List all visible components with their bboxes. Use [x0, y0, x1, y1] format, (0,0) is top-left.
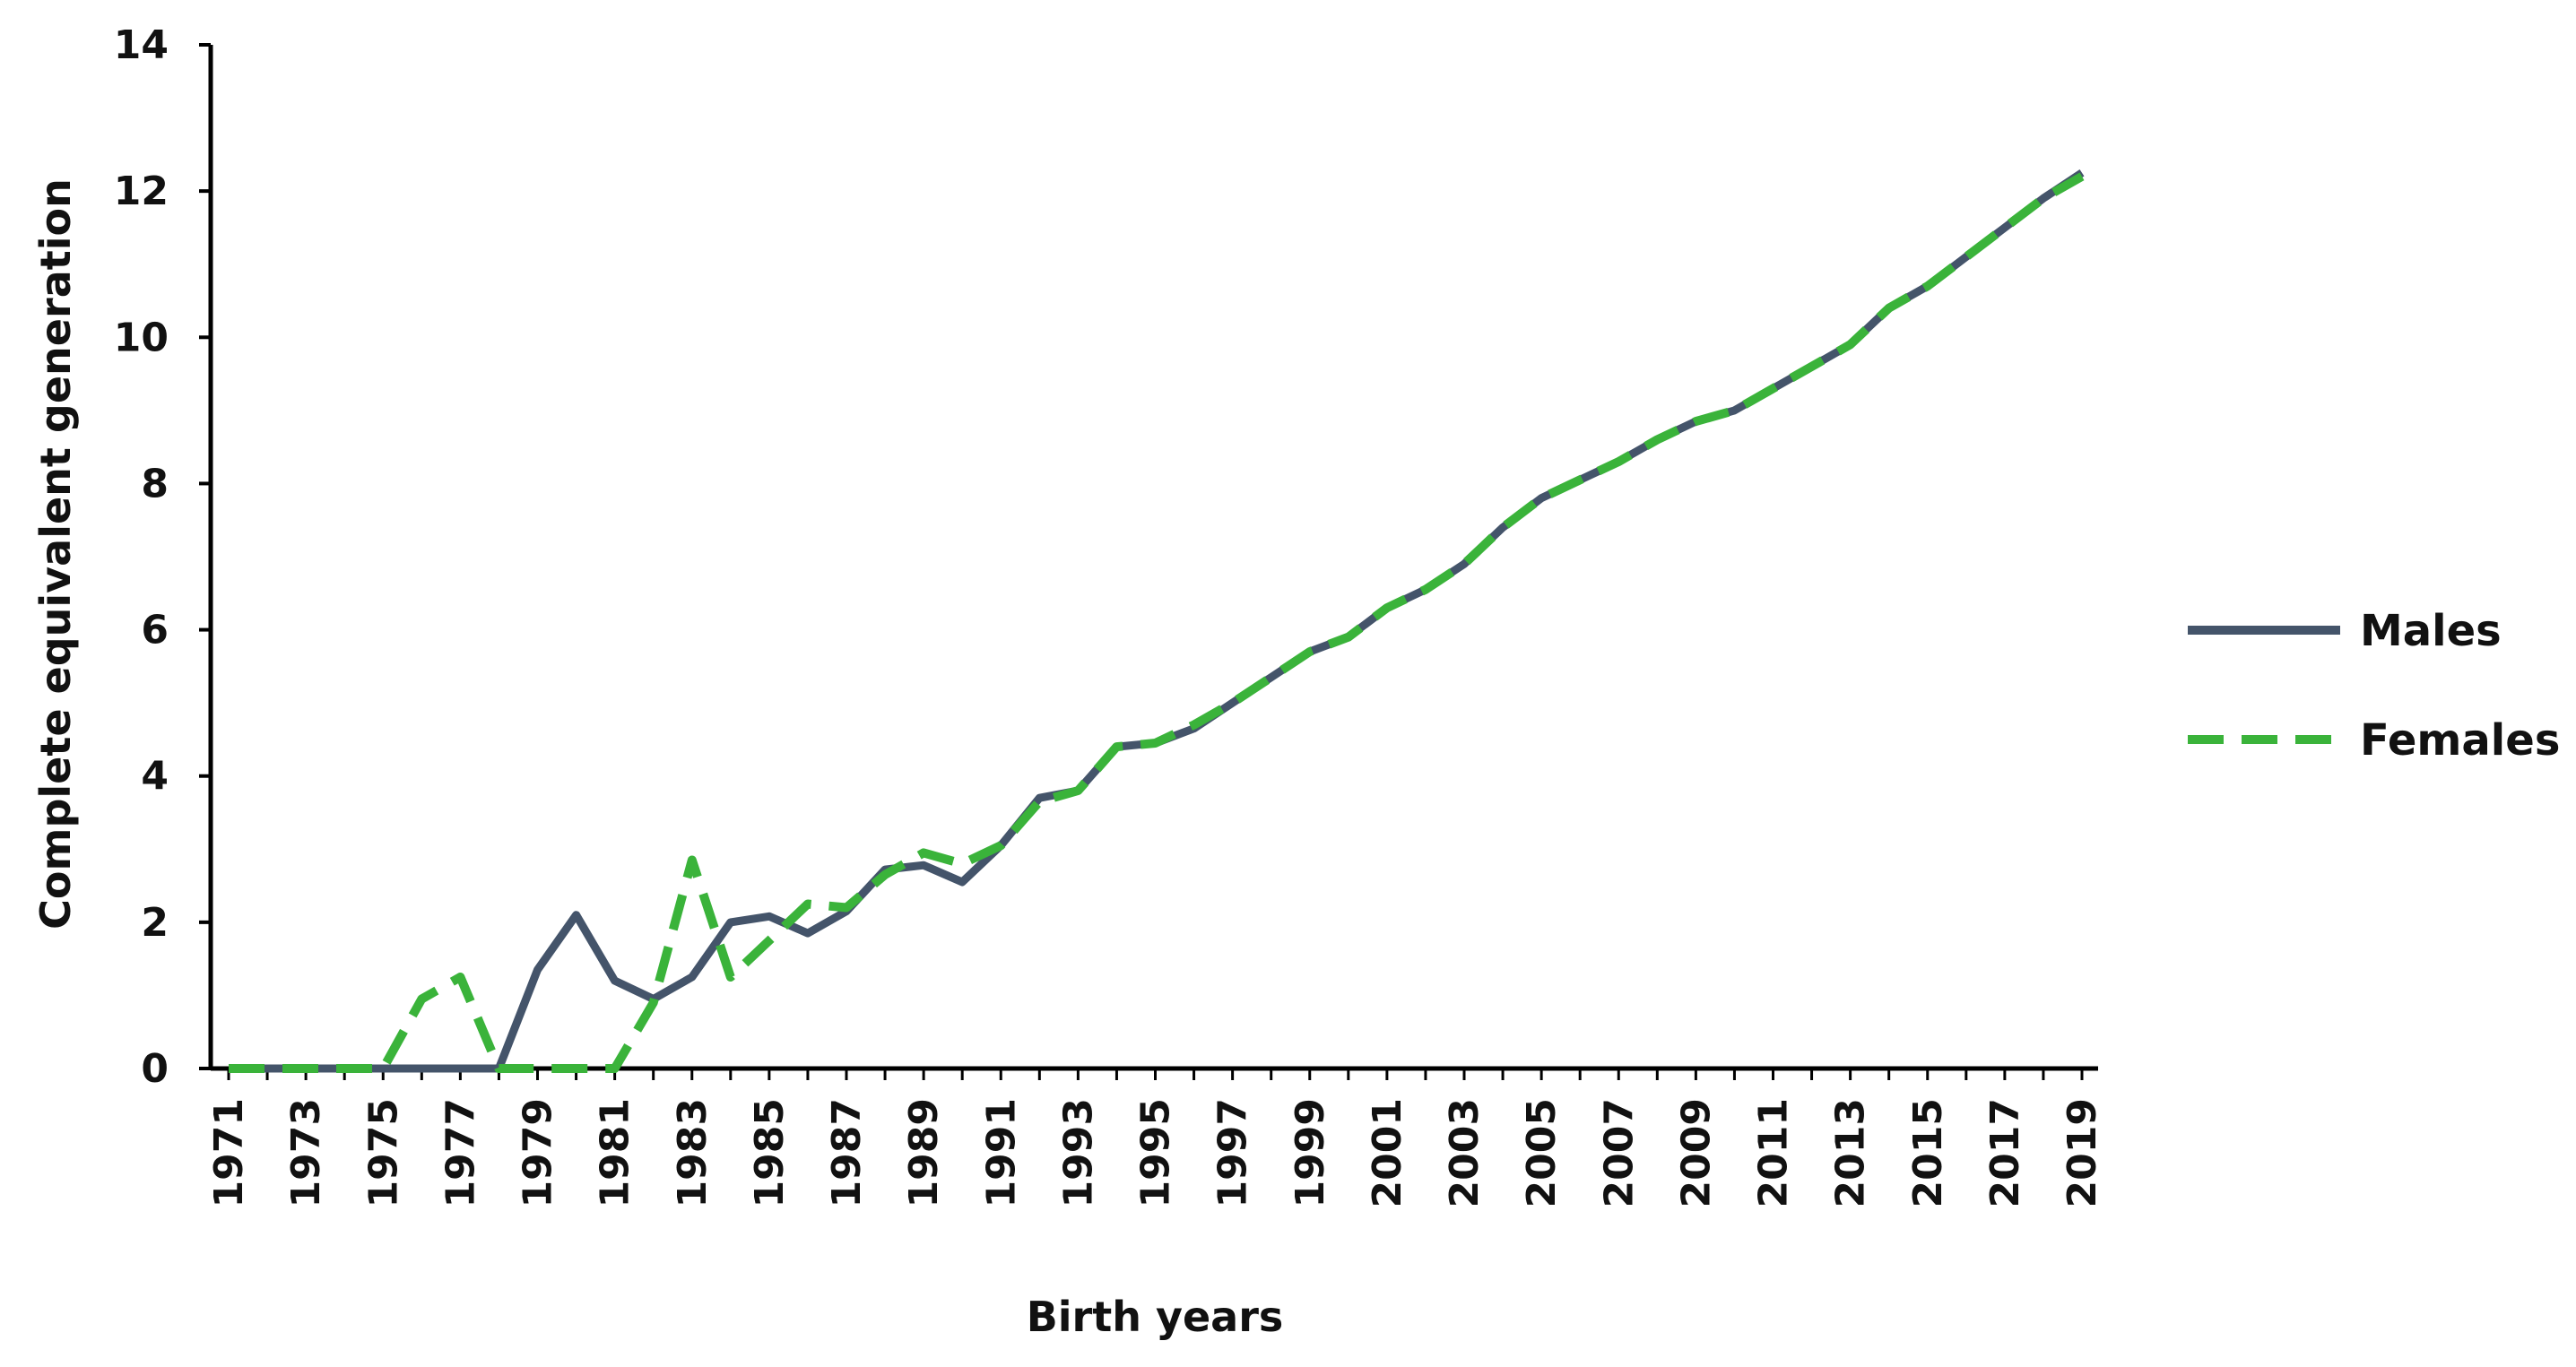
x-tick-label: 1989	[901, 1098, 947, 1207]
x-tick-label: 1987	[824, 1098, 870, 1207]
x-tick-label: 1981	[593, 1098, 638, 1207]
legend-label-females: Females	[2360, 715, 2560, 766]
x-tick-label: 1971	[206, 1098, 252, 1207]
x-tick-label: 1995	[1133, 1098, 1179, 1207]
y-tick-label: 4	[141, 754, 169, 800]
x-tick-label: 1985	[747, 1098, 793, 1207]
x-tick-label: 2017	[1982, 1098, 2028, 1207]
x-tick-label: 1983	[670, 1098, 716, 1207]
y-tick-label: 2	[141, 900, 169, 946]
x-tick-label: 1991	[978, 1098, 1024, 1207]
y-tick-label: 0	[141, 1046, 169, 1092]
legend: Males Females	[2188, 606, 2560, 766]
x-tick-label: 2019	[2060, 1098, 2105, 1207]
x-tick-label: 2003	[1442, 1098, 1487, 1207]
x-tick-label: 2001	[1365, 1098, 1410, 1207]
y-tick-label: 12	[114, 169, 169, 214]
x-tick-label: 1999	[1288, 1098, 1333, 1207]
x-tick-label: 2009	[1673, 1098, 1719, 1207]
x-tick-label: 2005	[1519, 1098, 1565, 1207]
x-tick-label: 1993	[1055, 1098, 1101, 1207]
y-axis-title: Complete equivalent generation	[31, 178, 80, 930]
series-line-males	[229, 169, 2085, 1073]
series-line-females	[229, 172, 2085, 1073]
y-tick-label: 6	[141, 608, 169, 653]
x-tick-label: 1979	[516, 1098, 561, 1207]
x-tick-label: 2013	[1828, 1098, 1874, 1207]
x-axis-title: Birth years	[1027, 1293, 1284, 1341]
x-tick-label: 1973	[283, 1098, 329, 1207]
y-tick-label: 8	[141, 461, 169, 506]
x-tick-label: 2015	[1905, 1098, 1951, 1207]
y-tick-group: 0 2 4 6 8 10 12 14	[114, 22, 211, 1092]
y-tick-label: 14	[114, 22, 169, 68]
x-tick-group: 1971 1973 1975 1977 1979 1981 1983 1985 1987 1989…	[206, 1069, 2105, 1207]
x-tick-label: 2007	[1596, 1098, 1642, 1207]
x-tick-label: 1997	[1210, 1098, 1256, 1207]
y-tick-label: 10	[114, 315, 169, 360]
series-group	[229, 169, 2085, 1073]
legend-label-males: Males	[2360, 606, 2502, 656]
x-tick-label: 2011	[1751, 1098, 1797, 1207]
x-tick-label: 1975	[360, 1098, 406, 1207]
x-tick-label: 1977	[438, 1098, 483, 1207]
